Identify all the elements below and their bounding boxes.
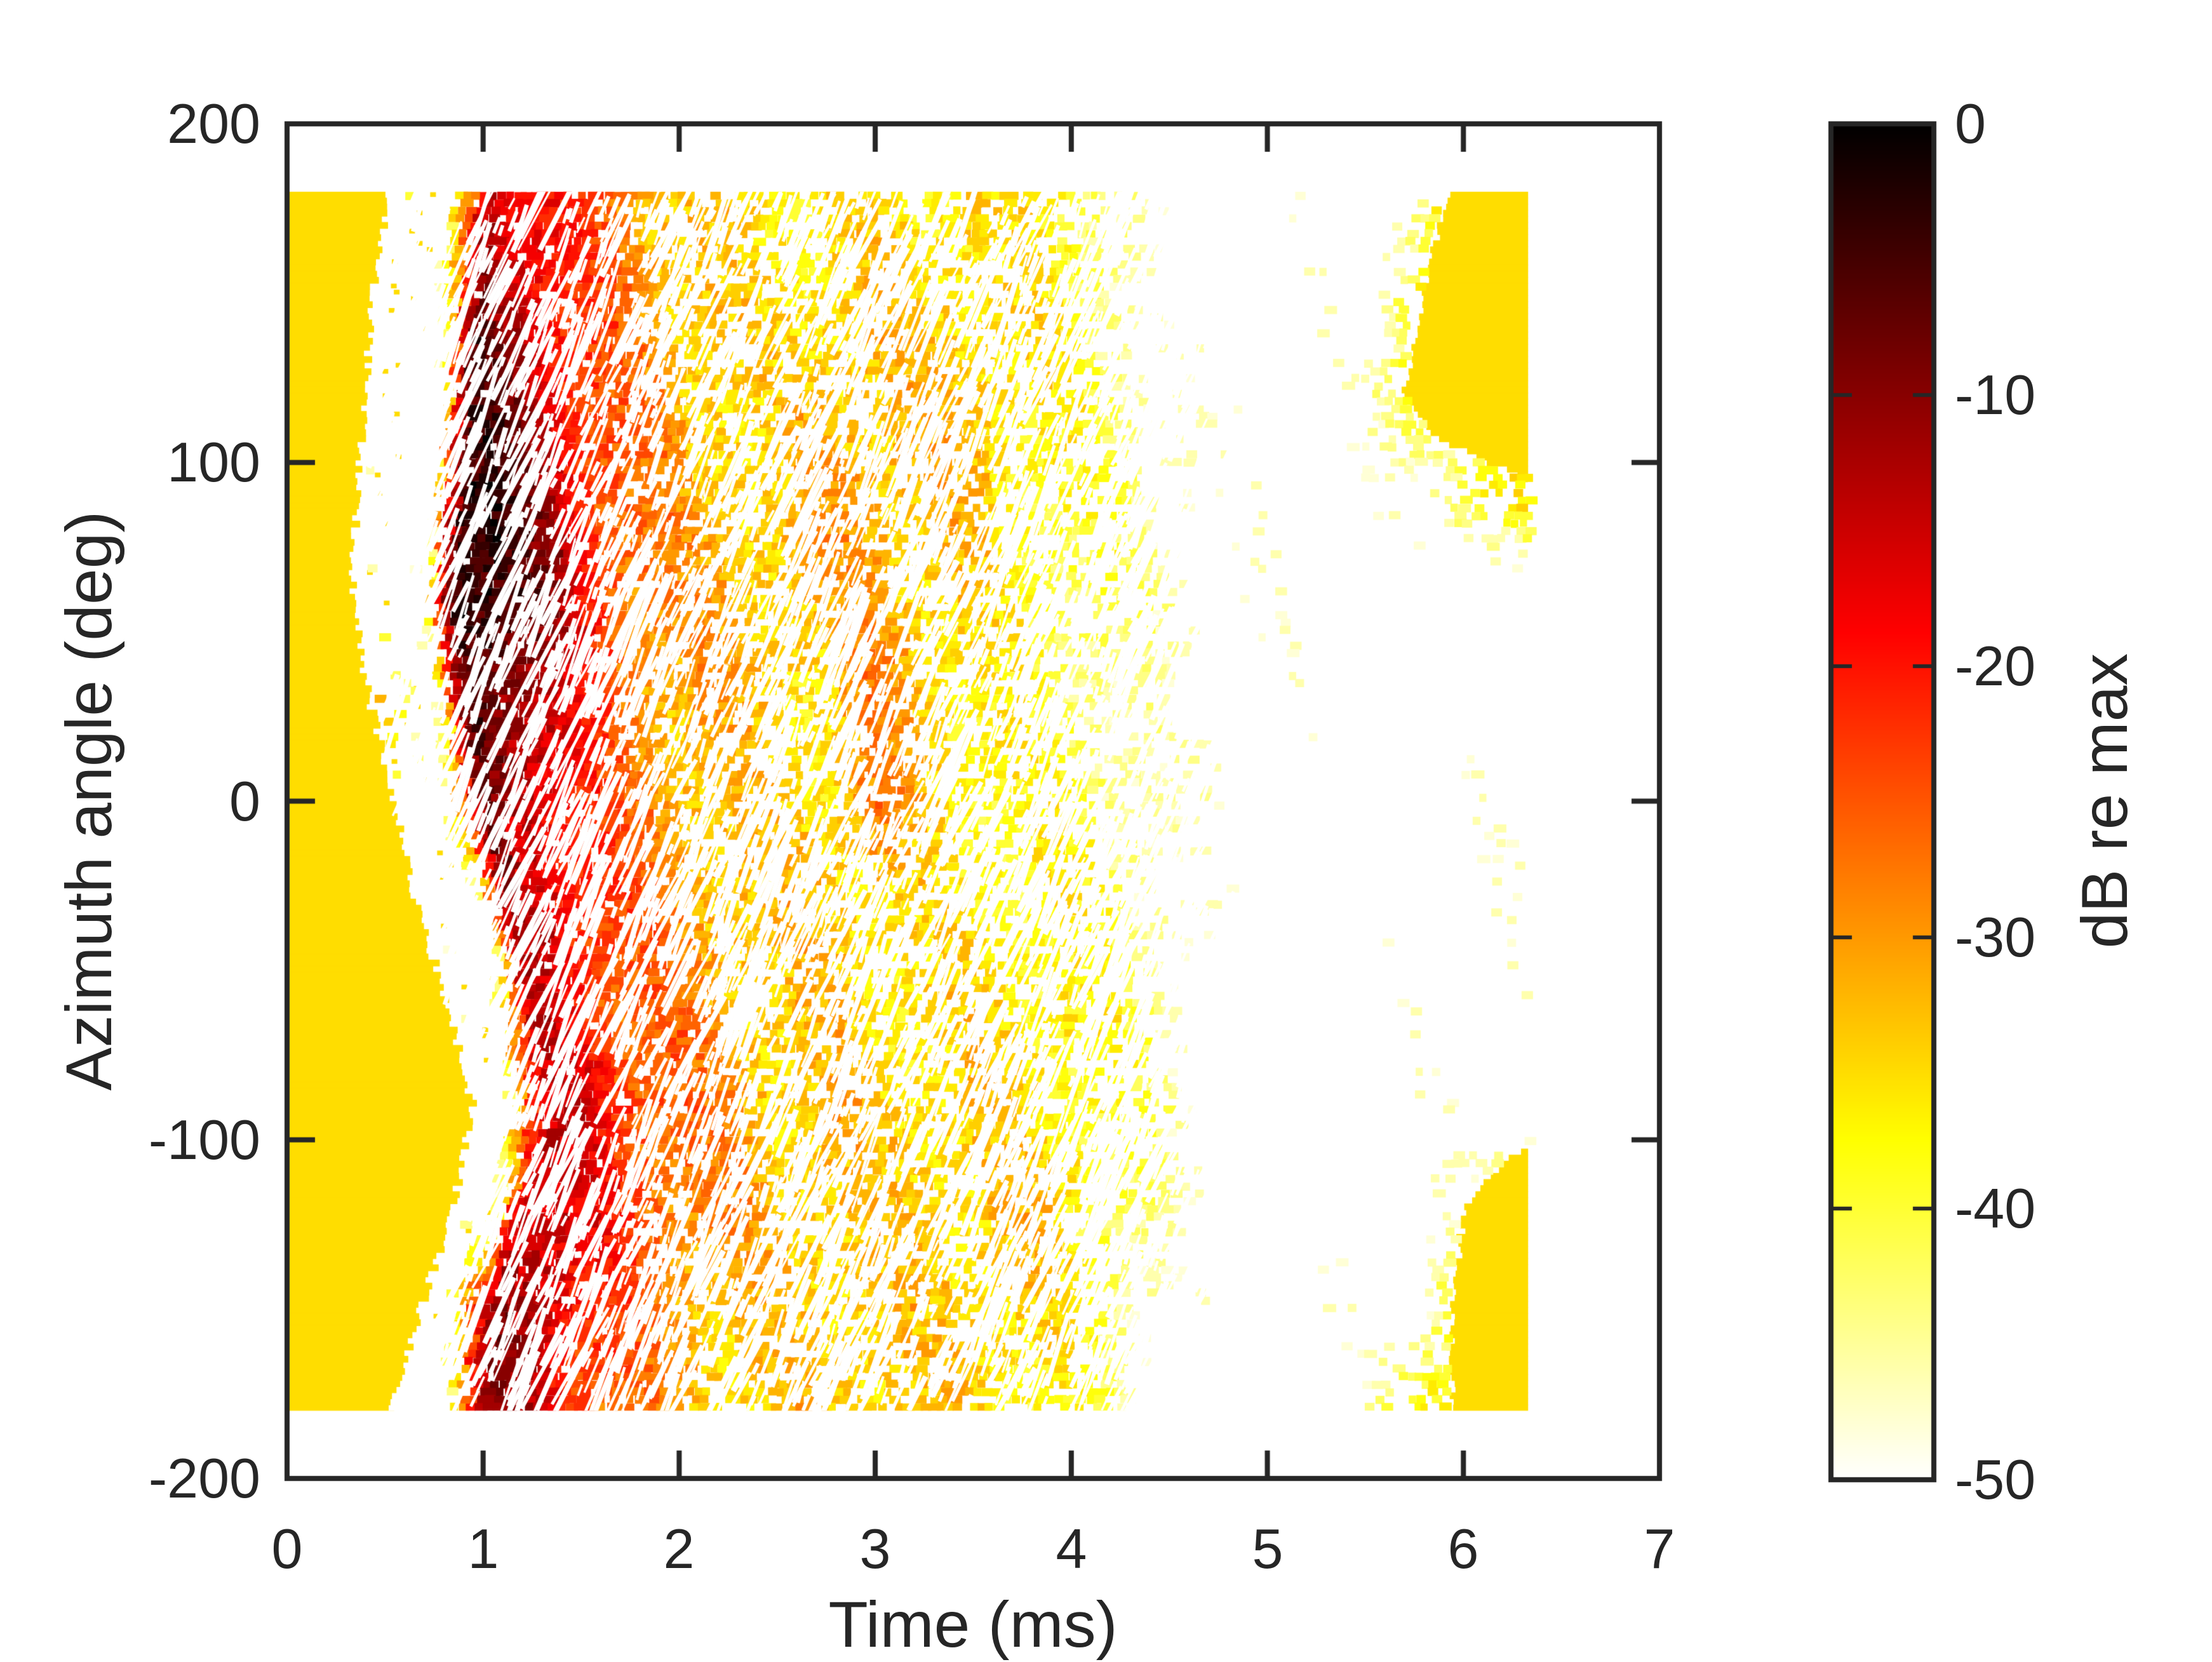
y-tick-label: 100 <box>167 431 260 493</box>
colorbar-title: dB re max <box>2068 653 2141 949</box>
x-tick-label: 6 <box>1447 1517 1479 1580</box>
colorbar-tick-label: -40 <box>1955 1177 2036 1240</box>
colorbar-tick-label: 0 <box>1955 92 1986 155</box>
x-tick-label: 7 <box>1644 1517 1675 1580</box>
colorbar-tick-label: -30 <box>1955 906 2036 968</box>
x-axis-title: Time (ms) <box>828 1588 1118 1661</box>
x-tick-label: 0 <box>271 1517 303 1580</box>
y-tick-label: -100 <box>148 1108 260 1171</box>
x-tick-label: 3 <box>859 1517 891 1580</box>
y-axis-title: Azimuth angle (deg) <box>53 511 125 1091</box>
y-tick-label: -200 <box>148 1447 260 1510</box>
colorbar-tick-label: -20 <box>1955 634 2036 697</box>
x-tick-label: 1 <box>467 1517 499 1580</box>
colorbar-tick-label: -10 <box>1955 363 2036 426</box>
x-tick-label: 2 <box>663 1517 695 1580</box>
x-tick-label: 5 <box>1252 1517 1284 1580</box>
colorbar-tick-label: -50 <box>1955 1448 2036 1511</box>
y-tick-label: 200 <box>167 92 260 155</box>
y-tick-label: 0 <box>229 770 260 833</box>
x-tick-label: 4 <box>1056 1517 1087 1580</box>
